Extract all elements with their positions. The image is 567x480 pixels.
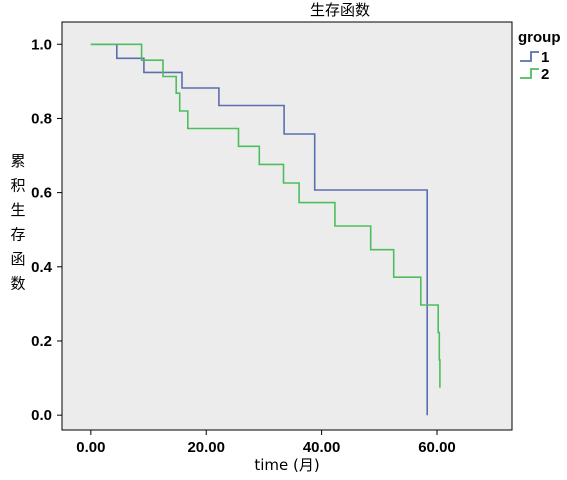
y-axis-label-char: 数 [10,275,25,293]
series-line-1 [90,43,428,416]
y-axis-label-char: 函 [10,250,25,268]
y-tick-label: 0.2 [31,333,52,350]
x-tick-label: 60.00 [418,439,456,456]
y-axis-label-char: 生 [10,201,25,219]
y-axis: 0.0 0.2 0.4 0.6 0.8 1.0 [31,36,62,424]
plot-area [61,21,513,431]
y-tick-label: 0.0 [31,407,52,424]
series-line-2 [90,43,441,388]
y-axis-label-char: 存 [10,226,25,244]
x-axis: 0.00 20.00 40.00 60.00 [76,430,456,456]
y-tick-label: 1.0 [31,36,52,53]
legend-title: group [518,29,561,46]
y-tick-label: 0.6 [31,185,52,202]
x-tick-label: 0.00 [76,439,105,456]
legend: group 12 [518,29,561,83]
legend-item-2: 2 [520,66,549,83]
legend-swatch [520,51,539,62]
y-axis-label-char: 积 [10,177,25,195]
chart-title: 生存函数 [310,1,370,19]
legend-label: 2 [541,66,549,83]
y-tick-label: 0.8 [31,110,52,127]
x-axis-label: time (月) [254,456,319,474]
legend-swatch [520,68,539,79]
series-layer [90,43,441,416]
y-axis-label-char: 累 [10,152,25,170]
x-tick-label: 40.00 [303,439,341,456]
legend-item-1: 1 [520,49,549,66]
x-tick-label: 20.00 [187,439,225,456]
legend-label: 1 [541,49,549,66]
y-tick-label: 0.4 [31,259,53,276]
